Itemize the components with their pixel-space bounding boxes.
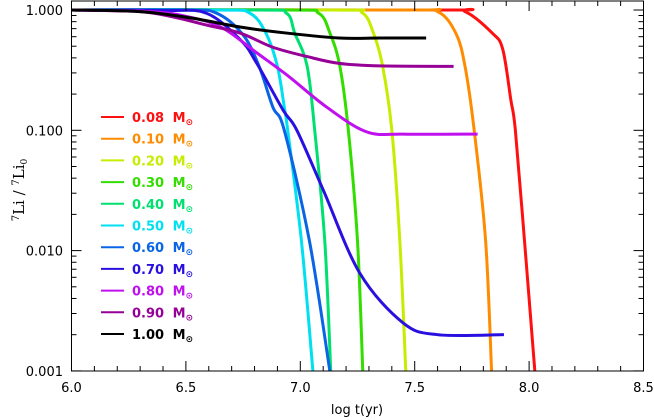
- legend-unit: M: [173, 154, 186, 169]
- legend-mass: 0.40: [132, 198, 169, 213]
- sun-symbol-icon: ⊙: [186, 292, 194, 302]
- legend-mass: 0.90: [132, 306, 169, 321]
- series-line-0.70: [71, 8, 504, 338]
- x-tick-label: 6.0: [61, 381, 82, 396]
- legend-label: 0.70 M⊙: [132, 263, 193, 280]
- sun-symbol-icon: ⊙: [186, 205, 194, 215]
- sun-symbol-icon: ⊙: [186, 313, 194, 323]
- sun-symbol-icon: ⊙: [186, 227, 194, 237]
- y-label-base2: Li: [10, 164, 28, 179]
- sun-symbol-icon: ⊙: [186, 161, 194, 171]
- legend-label: 1.00 M⊙: [132, 328, 193, 345]
- sun-symbol-icon: ⊙: [186, 335, 194, 345]
- legend-unit: M: [173, 220, 186, 235]
- legend-label: 0.90 M⊙: [132, 306, 193, 323]
- y-tick-label: 0.001: [26, 365, 63, 380]
- series-line-0.40: [71, 8, 333, 371]
- legend-mass: 0.60: [132, 241, 169, 256]
- legend-unit: M: [173, 111, 186, 126]
- legend-mass: 0.70: [132, 263, 169, 278]
- legend-unit: M: [173, 241, 186, 256]
- legend: 0.08 M⊙0.10 M⊙0.20 M⊙0.30 M⊙0.40 M⊙0.50 …: [101, 111, 193, 345]
- sun-symbol-icon: ⊙: [186, 118, 194, 128]
- x-tick-label: 7.0: [290, 381, 311, 396]
- legend-mass: 1.00: [132, 328, 169, 343]
- svg-text:7Li / 7Li0: 7Li / 7Li0: [10, 158, 30, 221]
- y-label-iso2: 7: [11, 179, 22, 185]
- legend-unit: M: [173, 263, 186, 278]
- sun-symbol-icon: ⊙: [186, 270, 194, 280]
- legend-label: 0.80 M⊙: [132, 285, 193, 302]
- y-label-sep: /: [10, 186, 28, 201]
- series-line-0.80: [71, 8, 478, 137]
- sun-symbol-icon: ⊙: [186, 183, 194, 193]
- legend-unit: M: [173, 285, 186, 300]
- legend-mass: 0.30: [132, 176, 169, 191]
- y-axis-label: 7Li / 7Li0: [10, 158, 30, 221]
- legend-mass: 0.20: [132, 154, 169, 169]
- legend-mass: 0.08: [132, 111, 169, 126]
- x-tick-label: 8.0: [519, 381, 540, 396]
- sun-symbol-icon: ⊙: [186, 140, 194, 150]
- legend-unit: M: [173, 328, 186, 343]
- legend-unit: M: [173, 176, 186, 191]
- legend-label: 0.50 M⊙: [132, 220, 193, 237]
- legend-label: 0.60 M⊙: [132, 241, 193, 258]
- x-tick-label: 8.5: [633, 381, 654, 396]
- sun-symbol-icon: ⊙: [186, 248, 194, 258]
- plot-frame: [71, 0, 644, 372]
- legend-unit: M: [173, 133, 186, 148]
- y-tick-label: 1.000: [26, 4, 63, 19]
- series-line-0.30: [71, 8, 365, 371]
- y-label-base1: Li: [10, 200, 28, 215]
- y-tick-label: 0.100: [26, 124, 63, 139]
- axes: 6.0 6.5 7.0 7.5 8.0 8.5 1.000 0.100 0.010 0.001: [26, 0, 654, 396]
- legend-label: 0.40 M⊙: [132, 198, 193, 215]
- legend-mass: 0.50: [132, 220, 169, 235]
- legend-mass: 0.10: [132, 133, 169, 148]
- legend-unit: M: [173, 306, 186, 321]
- x-tick-label: 7.5: [404, 381, 425, 396]
- series-line-1.00: [71, 8, 427, 40]
- legend-unit: M: [173, 198, 186, 213]
- y-tick-label: 0.010: [26, 245, 63, 260]
- legend-label: 0.20 M⊙: [132, 154, 193, 171]
- legend-label: 0.30 M⊙: [132, 176, 193, 193]
- legend-label: 0.08 M⊙: [132, 111, 193, 128]
- y-label-iso1: 7: [11, 215, 22, 221]
- series-line-0.60: [71, 8, 332, 371]
- y-label-sub: 0: [20, 158, 30, 164]
- legend-label: 0.10 M⊙: [132, 133, 193, 150]
- x-tick-label: 6.5: [176, 381, 197, 396]
- legend-mass: 0.80: [132, 285, 169, 300]
- series-curves: [71, 7, 537, 371]
- x-axis-label: log t(yr): [331, 403, 383, 418]
